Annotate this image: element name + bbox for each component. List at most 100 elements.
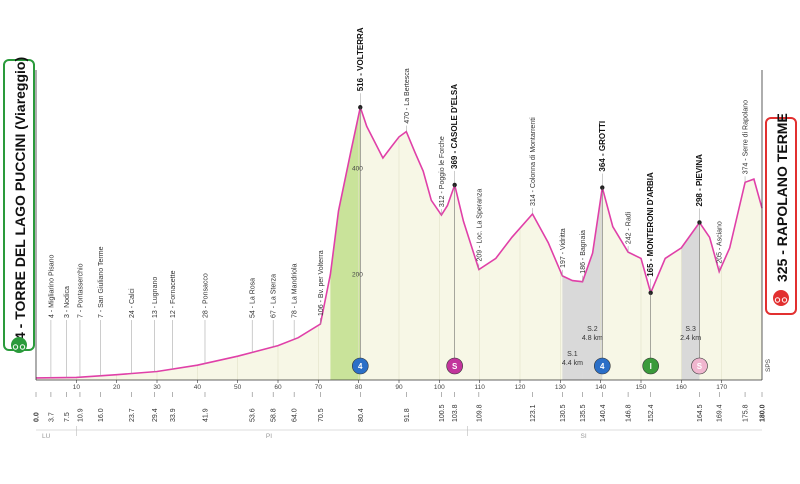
start-bike-wheel2-icon (19, 344, 26, 350)
waypoint-label-11: 106 - Bv. per Volterra (318, 250, 325, 316)
waypoint-label-14: 312 - Poggio le Forche (439, 136, 446, 207)
sprint-labels: S.1 4.4 km S.2 4.8 km S.3 2.4 km (562, 326, 701, 367)
km-label-24: 164.5 (697, 404, 704, 422)
waypoint-label-1: 3 - Nodica (64, 286, 71, 318)
classification-markers: 4 S 4 I S (351, 107, 708, 375)
km-label-22: 146.8 (626, 404, 633, 422)
waypoint-label-7: 28 - Ponsacco (203, 273, 210, 318)
region-label-pi: PI (266, 433, 272, 440)
y-tick-label-400: 400 (352, 166, 363, 173)
waypoint-label-3: 7 - San Giuliano Terme (98, 246, 105, 318)
waypoint-label-8: 54 - La Rosa (250, 278, 257, 318)
km-label-3: 10.9 (78, 408, 85, 422)
x-tick-label-110: 110 (474, 384, 485, 391)
waypoint-label-25: 374 - Serre di Rapolano (743, 100, 750, 174)
km-label-0: 0.0 (34, 412, 41, 422)
marker-symbol-3: I (650, 362, 652, 371)
waypoint-label-2: 7 - Pontasserchio (78, 263, 85, 318)
waypoint-label-20: 364 - GROTTI (598, 121, 607, 172)
marker-gpm-0 (351, 357, 369, 375)
sprint-distance-2: 4.8 km (582, 335, 603, 342)
marker-symbol-0: 4 (358, 362, 363, 371)
waypoint-label-17: 314 - Colonna di Montarrenti (530, 117, 537, 206)
x-tick-label-160: 160 (676, 384, 687, 391)
y-ticks: 200 400 (352, 166, 363, 279)
grid-lines (76, 114, 722, 380)
region-bar: LU PI SI (36, 426, 762, 440)
km-label-19: 130.5 (560, 404, 567, 422)
km-labels: 0.0 3.7 7.5 10.9 16.0 23.7 29.4 33.9 41.9 53.6 58.… (34, 392, 767, 422)
marker-symbol-2: 4 (600, 362, 605, 371)
x-tick-label-70: 70 (315, 384, 323, 391)
km-label-20: 135.5 (580, 404, 587, 422)
x-tick-label-150: 150 (636, 384, 647, 391)
x-tick-label-80: 80 (355, 384, 363, 391)
km-label-25: 169.4 (717, 404, 724, 422)
km-label-27: 180.0 (760, 404, 767, 422)
waypoint-label-16: 209 - Loc. La Speranza (476, 189, 483, 262)
start-bike-wheel-icon (12, 344, 19, 350)
sprint-distance-3: 2.4 km (680, 335, 701, 342)
km-label-15: 100.5 (439, 404, 446, 422)
waypoint-label-12: 516 - VOLTERRA (356, 27, 365, 91)
km-label-7: 33.9 (170, 408, 177, 422)
waypoint-labels: 4 - Migliarino Pisano 3 - Nodica 7 - Ponta… (48, 27, 750, 378)
x-tick-label-90: 90 (395, 384, 403, 391)
start-bike-icon (11, 337, 27, 353)
waypoint-label-9: 67 - La Sterza (271, 274, 278, 318)
waypoint-label-13: 470 - La Bertesca (404, 68, 411, 123)
km-label-4: 16.0 (98, 408, 105, 422)
waypoint-label-4: 24 - Calci (129, 288, 136, 318)
marker-sprint-1 (446, 357, 463, 375)
waypoint-label-19: 186 - Bagnaia (580, 230, 587, 274)
waypoint-label-21: 242 - Radi (626, 211, 633, 244)
km-label-26: 175.8 (743, 404, 750, 422)
x-ticks: 10 20 30 40 50 60 70 80 90 100 110 120 130 140 150 160 1… (73, 380, 727, 391)
x-tick-label-120: 120 (515, 384, 526, 391)
sprint-distance-1: 4.4 km (562, 360, 583, 367)
marker-sprint-4 (691, 357, 708, 375)
km-label-23: 152.4 (648, 404, 655, 422)
waypoint-label-22: 165 - MONTERONI D'ARBIA (646, 172, 655, 277)
region-label-si: SI (581, 433, 587, 440)
finish-bike-icon (773, 290, 789, 306)
km-label-2: 7.5 (64, 412, 71, 422)
km-label-12: 70.5 (318, 408, 325, 422)
km-label-5: 23.7 (129, 408, 136, 422)
km-label-16: 103.8 (452, 404, 459, 422)
x-tick-label-100: 100 (434, 384, 445, 391)
marker-gpm-2 (593, 357, 611, 375)
y-tick-label-200: 200 (352, 271, 363, 278)
finish-bike-wheel-icon (774, 297, 781, 303)
km-label-13: 80.4 (358, 408, 365, 422)
x-tick-label-130: 130 (555, 384, 566, 391)
waypoint-label-0: 4 - Migliarino Pisano (48, 254, 55, 318)
finish-label: 325 - RAPOLANO TERME (774, 113, 790, 282)
finish-box: 325 - RAPOLANO TERME (765, 113, 797, 315)
sprint-label-3: S.3 (685, 326, 696, 333)
km-label-1: 3.7 (48, 412, 55, 422)
marker-symbol-4: S (697, 362, 703, 371)
waypoint-label-24: 205 - Asciano (717, 221, 724, 264)
x-tick-label-50: 50 (234, 384, 242, 391)
km-label-9: 53.6 (250, 408, 257, 422)
km-label-14: 91.8 (404, 408, 411, 422)
x-tick-label-20: 20 (113, 384, 121, 391)
start-box: 4 - TORRE DEL LAGO PUCCINI (Viareggio) (3, 57, 35, 353)
km-label-6: 29.4 (152, 408, 159, 422)
sprint-section-2 (582, 187, 603, 380)
km-label-18: 123.1 (530, 404, 537, 422)
sprint-label-2: S.2 (587, 326, 598, 333)
sprint-section-1 (562, 275, 583, 380)
marker-symbol-1: S (452, 362, 458, 371)
side-code: SPS (765, 358, 772, 372)
start-label: 4 - TORRE DEL LAGO PUCCINI (Viareggio) (12, 57, 28, 340)
waypoint-label-15: 369 - CASOLE D'ELSA (450, 84, 459, 169)
climb-section (330, 107, 361, 381)
sprint-label-1: S.1 (567, 351, 578, 358)
marker-int-3 (642, 357, 659, 375)
waypoint-label-10: 78 - La Mandriola (292, 263, 299, 318)
x-tick-label-40: 40 (194, 384, 202, 391)
x-tick-label-30: 30 (153, 384, 161, 391)
x-tick-label-10: 10 (73, 384, 81, 391)
